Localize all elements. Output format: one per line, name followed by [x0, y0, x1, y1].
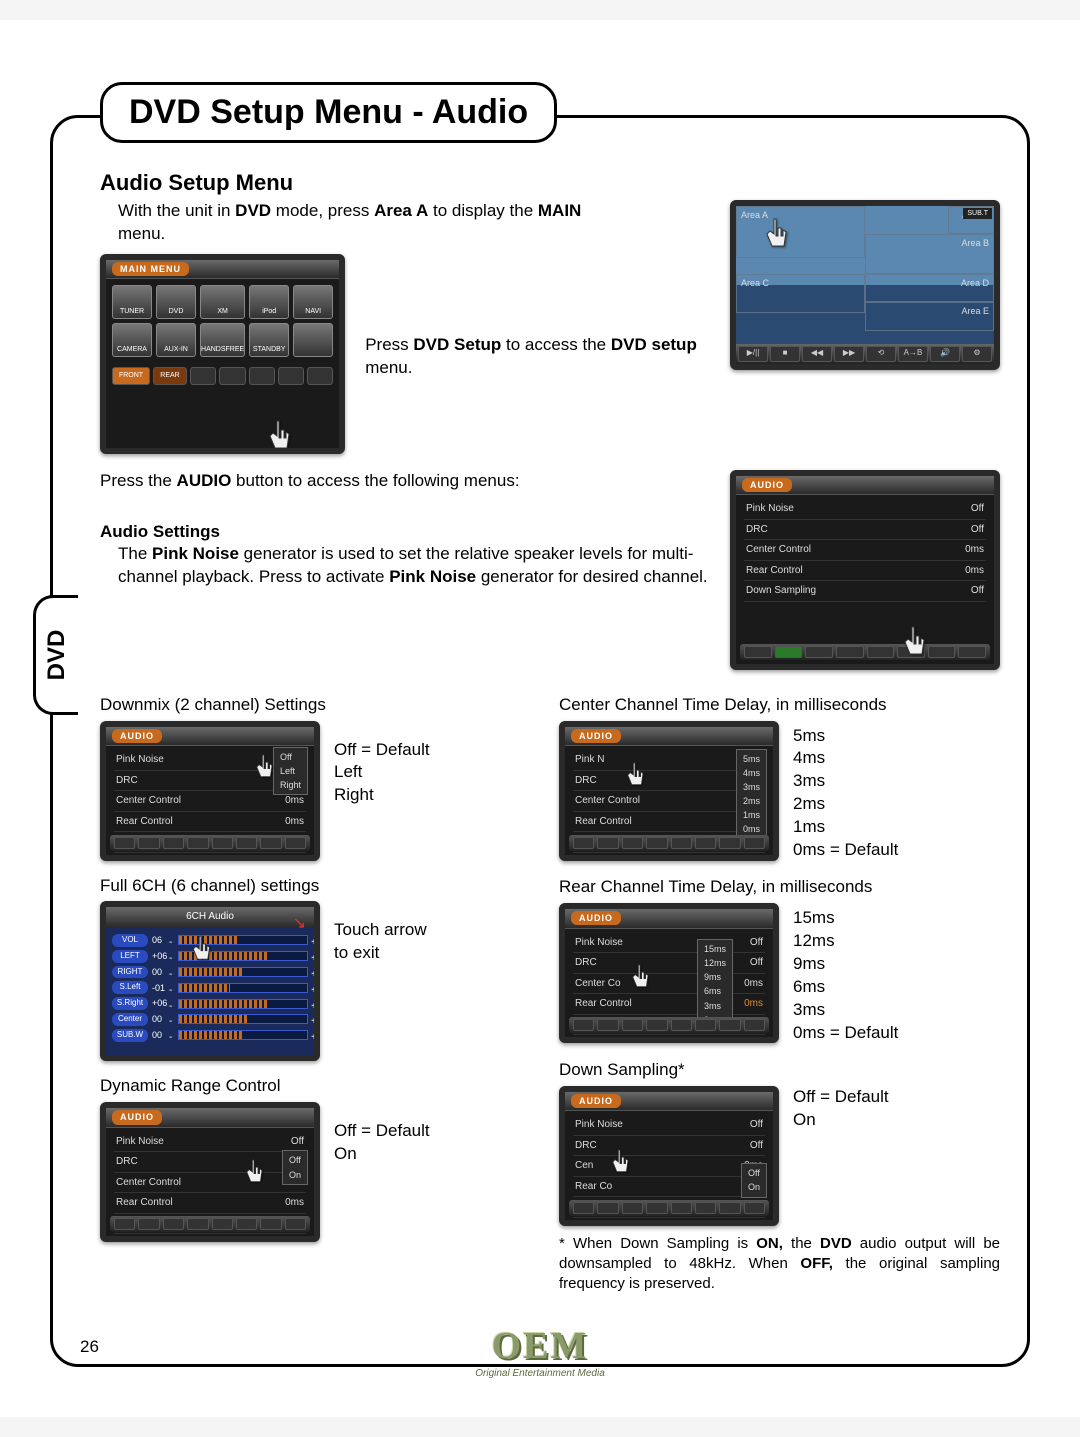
hand-icon: [259, 416, 299, 454]
rear-title: Rear Channel Time Delay, in milliseconds: [559, 876, 1000, 899]
drc-title: Dynamic Range Control: [100, 1075, 541, 1098]
area-cell: Area E: [865, 302, 994, 330]
page-title-pill: DVD Setup Menu - Audio: [100, 82, 557, 143]
main-menu-cell: AUX-IN: [156, 323, 196, 357]
press-setup-text: Press DVD Setup to access the DVD setup …: [365, 254, 712, 380]
play-pause-icon: ▶/||: [738, 346, 768, 362]
downmix-values: Off = Default Left Right: [334, 721, 430, 808]
main-menu-cell: DVD: [156, 285, 196, 319]
rewind-icon: ◀◀: [802, 346, 832, 362]
footnote: * When Down Sampling is ON, the DVD audi…: [559, 1234, 1000, 1295]
downsamp-values: Off = Default On: [793, 1086, 889, 1132]
rear-values: 15ms 12ms 9ms 6ms 3ms 0ms = Default: [793, 903, 898, 1045]
hand-icon: [238, 1156, 270, 1188]
main-menu-cell: iPod: [249, 285, 289, 319]
drc-screenshot: AUDIO Pink NoiseOff DRCOff Center Contro…: [100, 1102, 320, 1242]
main-menu-cell: [293, 323, 333, 357]
subt-badge: SUB.T: [963, 208, 992, 219]
main-menu-cell: TUNER: [112, 285, 152, 319]
hand-icon: [604, 1146, 636, 1178]
oem-logo: OEM Original Entertainment Media: [475, 1324, 605, 1379]
hand-icon: [894, 622, 934, 662]
area-cell: Area B: [865, 234, 994, 274]
hand-icon: [184, 932, 218, 966]
main-menu-bottom: FRONT REAR: [106, 363, 339, 389]
section-heading: Audio Setup Menu: [100, 168, 1000, 198]
audio-settings-heading: Audio Settings: [100, 522, 220, 541]
area-cell: Area C: [736, 274, 865, 314]
hand-icon: [624, 961, 656, 993]
area-cell: Area D: [865, 274, 994, 302]
audio-header: AUDIO: [742, 478, 792, 492]
forward-icon: ▶▶: [834, 346, 864, 362]
main-menu-cell: HANDSFREE: [200, 323, 245, 357]
press-audio-text: Press the AUDIO button to access the fol…: [100, 470, 712, 493]
ab-icon: A→B: [898, 346, 928, 362]
full6ch-values: Touch arrow to exit: [334, 901, 427, 965]
main-menu-cell: STANDBY: [249, 323, 289, 357]
downsamp-title: Down Sampling*: [559, 1059, 1000, 1082]
hand-icon: [248, 751, 280, 783]
main-menu-screenshot: MAIN MENU TUNER DVD XM iPod NAVI CAMERA …: [100, 254, 345, 454]
main-menu-cell: XM: [200, 285, 245, 319]
dvd-side-tab: DVD: [33, 595, 78, 715]
center-values: 5ms 4ms 3ms 2ms 1ms 0ms = Default: [793, 721, 898, 863]
video-area-screenshot: Area A Area F Area B Area C Area D Area …: [730, 200, 1000, 370]
full6ch-screenshot: 6CH Audio ↘ VOL06 LEFT+06 RIGHT00 S.Left…: [100, 901, 320, 1061]
hand-icon: [756, 214, 796, 254]
main-menu-header: MAIN MENU: [112, 262, 189, 276]
center-screenshot: AUDIO Pink NOff DRCOff Center Control0ms…: [559, 721, 779, 861]
sound-icon: 🔊: [930, 346, 960, 362]
rear-screenshot: AUDIO Pink NoiseOff DRCOff Center Co0ms …: [559, 903, 779, 1043]
downsamp-screenshot: AUDIO Pink NoiseOff DRCOff Cen0ms Rear C…: [559, 1086, 779, 1226]
video-bottom-bar: ▶/|| ■ ◀◀ ▶▶ ⟲ A→B 🔊 ⚙: [736, 344, 994, 364]
center-title: Center Channel Time Delay, in millisecon…: [559, 694, 1000, 717]
gear-icon: ⚙: [962, 346, 992, 362]
audio-settings-body: The Pink Noise generator is used to set …: [118, 543, 712, 589]
red-arrow-icon: ↘: [293, 913, 306, 935]
main-menu-grid: TUNER DVD XM iPod NAVI CAMERA AUX-IN HAN…: [106, 279, 339, 363]
stop-icon: ■: [770, 346, 800, 362]
intro-text: With the unit in DVD mode, press Area A …: [118, 200, 712, 246]
front-btn: FRONT: [112, 367, 150, 385]
full6ch-title: Full 6CH (6 channel) settings: [100, 875, 541, 898]
repeat-icon: ⟲: [866, 346, 896, 362]
audio-menu-screenshot: AUDIO Pink NoiseOff DRCOff Center Contro…: [730, 470, 1000, 670]
hand-icon: [619, 759, 651, 791]
rear-btn: REAR: [153, 367, 187, 385]
downmix-title: Downmix (2 channel) Settings: [100, 694, 541, 717]
main-menu-cell: NAVI: [293, 285, 333, 319]
dvd-side-tab-label: DVD: [43, 630, 71, 681]
audio-rows: Pink NoiseOff DRCOff Center Control0ms R…: [736, 495, 994, 622]
downmix-screenshot: AUDIO Pink NoiseOff DRCOff Center Contro…: [100, 721, 320, 861]
main-menu-cell: CAMERA: [112, 323, 152, 357]
page-number: 26: [80, 1337, 99, 1357]
drc-values: Off = Default On: [334, 1102, 430, 1166]
